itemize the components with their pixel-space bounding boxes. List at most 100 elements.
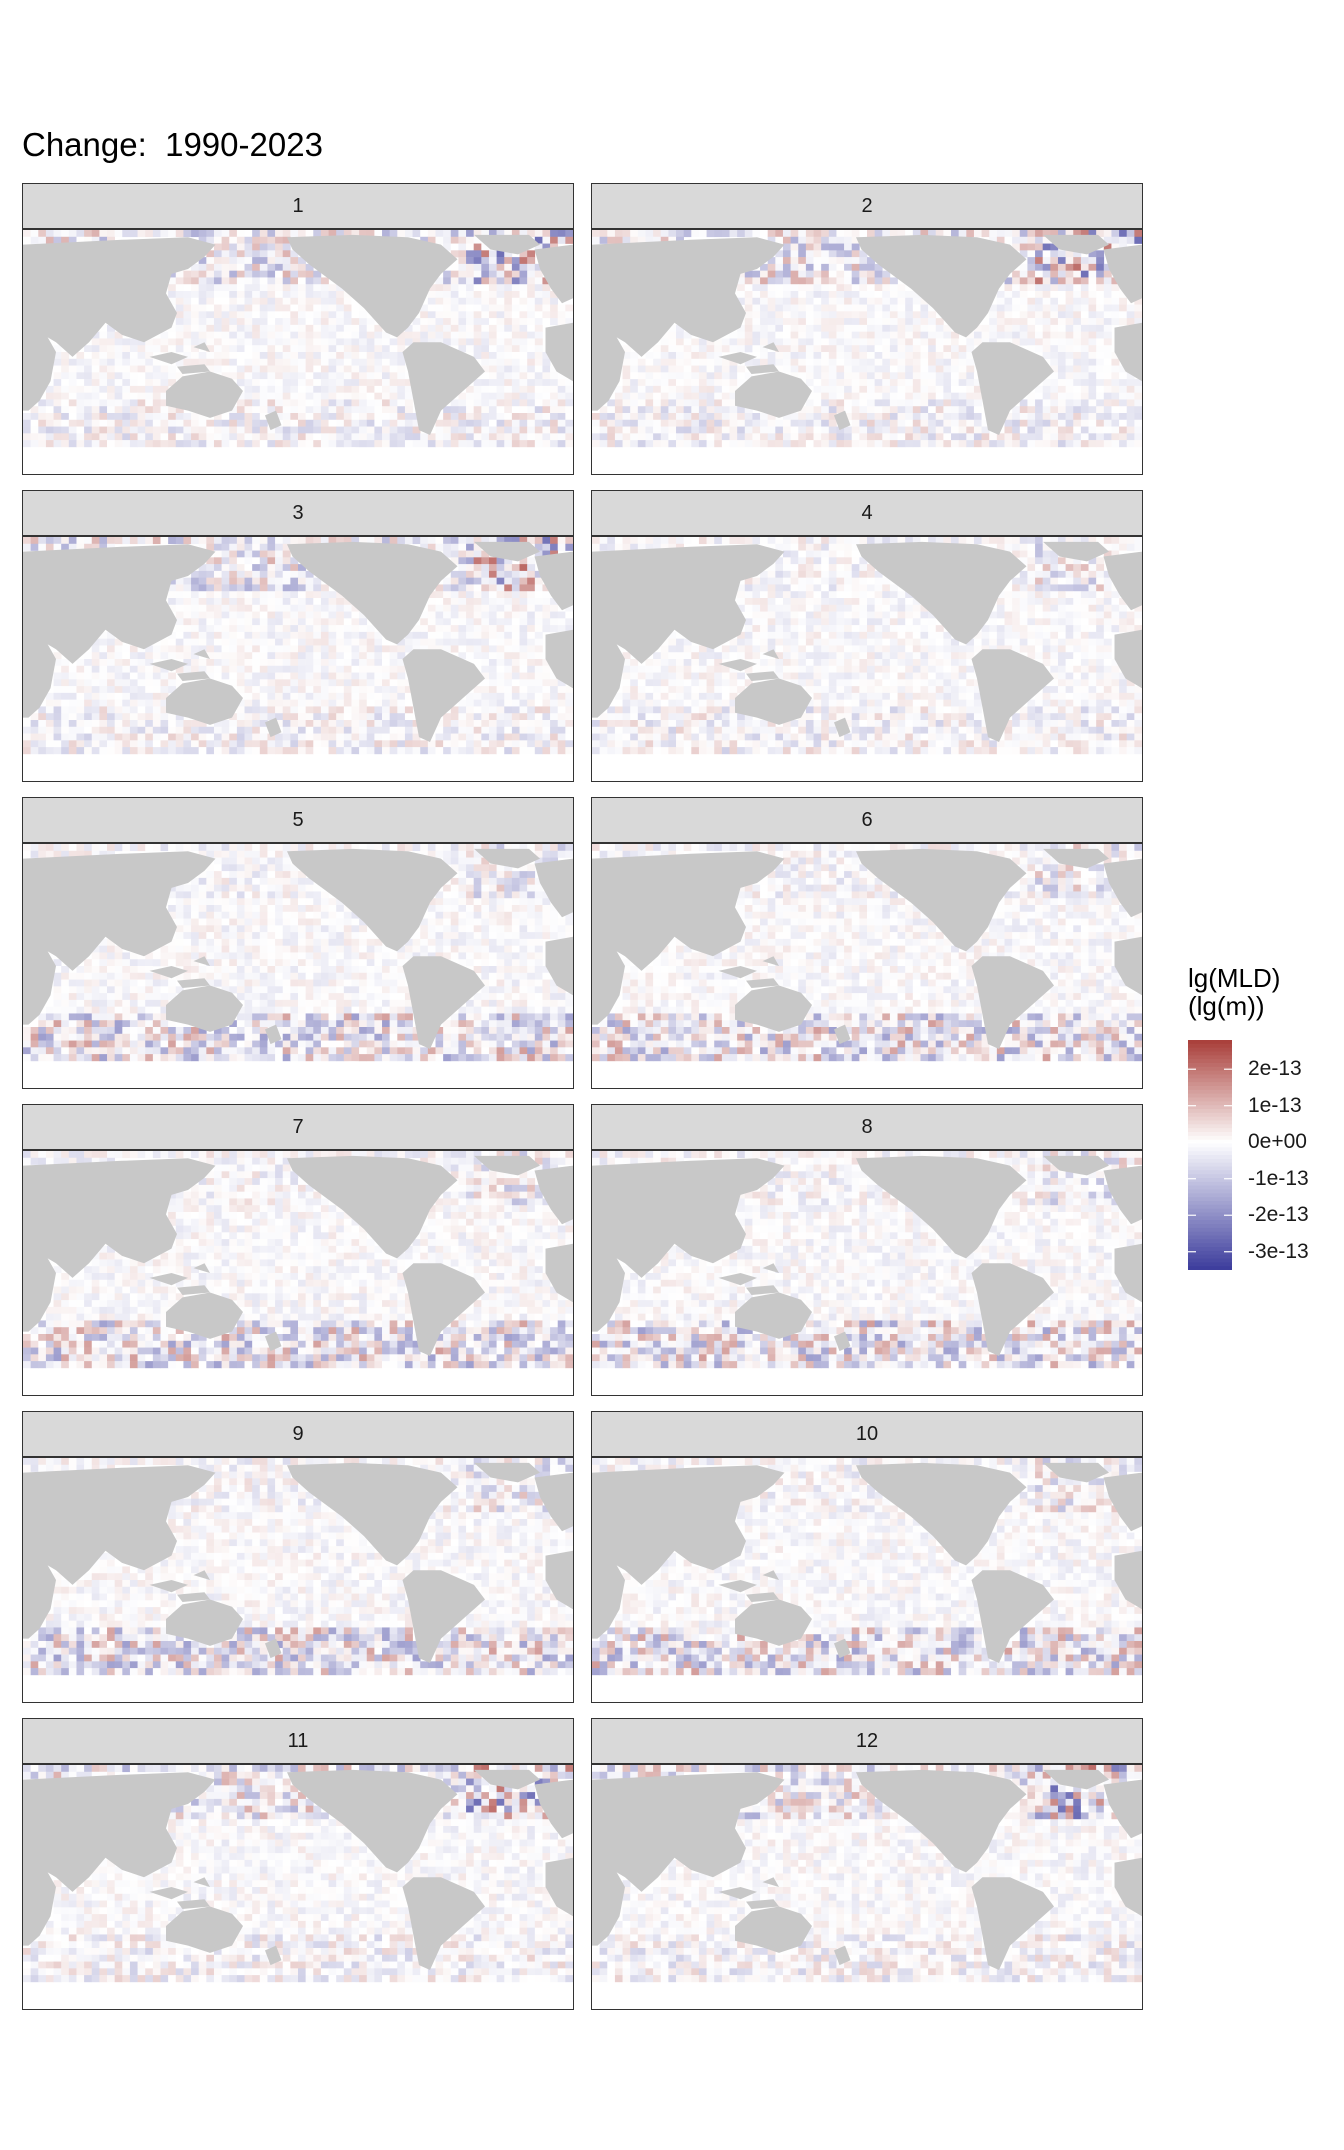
heatmap-cell (473, 419, 482, 427)
heatmap-cell (236, 618, 245, 626)
heatmap-cell (175, 611, 184, 619)
heatmap-cell (122, 699, 131, 707)
heatmap-cell (213, 297, 222, 305)
heatmap-cell (68, 236, 77, 244)
heatmap-cell (282, 372, 291, 380)
heatmap-cell (534, 426, 543, 434)
heatmap-cell (481, 672, 490, 680)
heatmap-cell (359, 611, 368, 619)
heatmap-cell (813, 543, 822, 551)
heatmap-cell (160, 440, 169, 448)
heatmap-cell (511, 604, 520, 612)
heatmap-cell (660, 236, 669, 244)
heatmap-cell (1050, 537, 1059, 545)
heatmap-cell (305, 706, 314, 714)
heatmap-cell (481, 713, 490, 721)
heatmap-cell (374, 413, 383, 421)
heatmap-cell (152, 419, 161, 427)
heatmap-cell (981, 230, 990, 238)
heatmap-cell (351, 352, 360, 360)
heatmap-cell (435, 733, 444, 741)
heatmap-cell (1126, 426, 1135, 434)
heatmap-cell (488, 733, 497, 741)
heatmap-cell (1073, 358, 1082, 366)
heatmap-cell (542, 392, 551, 400)
heatmap-cell (152, 699, 161, 707)
heatmap-cell (427, 611, 436, 619)
heatmap-cell (404, 338, 413, 346)
heatmap-cell (389, 385, 398, 393)
heatmap-cell (1012, 270, 1021, 278)
heatmap-cell (351, 399, 360, 407)
heatmap-cell (38, 399, 47, 407)
heatmap-cell (160, 406, 169, 414)
heatmap-cell (752, 413, 761, 421)
heatmap-cell (1042, 440, 1051, 448)
heatmap-cell (798, 291, 807, 299)
heatmap-cell (473, 631, 482, 639)
heatmap-cell (599, 236, 608, 244)
heatmap-cell (107, 230, 115, 238)
heatmap-cell (1019, 250, 1028, 258)
heatmap-cell (229, 413, 238, 421)
heatmap-cell (152, 230, 161, 238)
heatmap-cell (458, 250, 467, 258)
heatmap-cell (813, 250, 822, 258)
heatmap-cell (1050, 358, 1059, 366)
heatmap-cell (668, 426, 677, 434)
heatmap-cell (488, 324, 497, 332)
heatmap-cell (99, 331, 108, 339)
heatmap-cell (259, 618, 268, 626)
heatmap-cell (813, 243, 822, 251)
heatmap-cell (889, 433, 898, 441)
heatmap-cell (68, 433, 77, 441)
heatmap-cell (53, 537, 62, 545)
heatmap-cell (259, 311, 268, 319)
heatmap-cell (1103, 372, 1112, 380)
heatmap-cell (714, 372, 723, 380)
heatmap-cell (328, 625, 337, 633)
heatmap-cell (129, 230, 138, 238)
heatmap-cell (473, 537, 482, 545)
heatmap-cell (851, 365, 860, 373)
heatmap-cell (450, 611, 459, 619)
heatmap-cell (183, 604, 192, 612)
heatmap-cell (313, 426, 322, 434)
heatmap-cell (928, 413, 937, 421)
heatmap-cell (1057, 426, 1066, 434)
heatmap-cell (336, 598, 345, 606)
heatmap-cell (504, 713, 513, 721)
heatmap-cell (206, 426, 215, 434)
heatmap-cell (466, 318, 474, 326)
heatmap-cell (805, 263, 814, 271)
heatmap-cell (221, 365, 230, 373)
heatmap-cell (450, 733, 459, 741)
heatmap-cell (882, 297, 891, 305)
heatmap-cell (557, 392, 566, 400)
heatmap-cell (1004, 304, 1013, 312)
heatmap-cell (821, 379, 830, 387)
heatmap-cell (389, 426, 398, 434)
heatmap-cell (966, 331, 975, 339)
heatmap-cell (1134, 236, 1142, 244)
heatmap-cell (458, 557, 467, 565)
heatmap-cell (68, 426, 77, 434)
heatmap-cell (290, 304, 299, 312)
heatmap-cell (259, 665, 268, 673)
heatmap-cell (45, 692, 54, 700)
heatmap-cell (374, 345, 383, 353)
heatmap-cell (389, 230, 398, 238)
heatmap-cell (374, 645, 383, 653)
heatmap-cell (813, 324, 822, 332)
heatmap-cell (168, 284, 177, 292)
heatmap-cell (305, 618, 314, 626)
heatmap-cell (107, 740, 115, 748)
heatmap-cell (221, 625, 230, 633)
heatmap-cell (714, 392, 723, 400)
heatmap-cell (122, 692, 131, 700)
heatmap-cell (53, 672, 62, 680)
heatmap-cell (798, 284, 807, 292)
heatmap-cell (874, 263, 883, 271)
heatmap-cell (91, 747, 100, 755)
heatmap-cell (191, 604, 199, 612)
